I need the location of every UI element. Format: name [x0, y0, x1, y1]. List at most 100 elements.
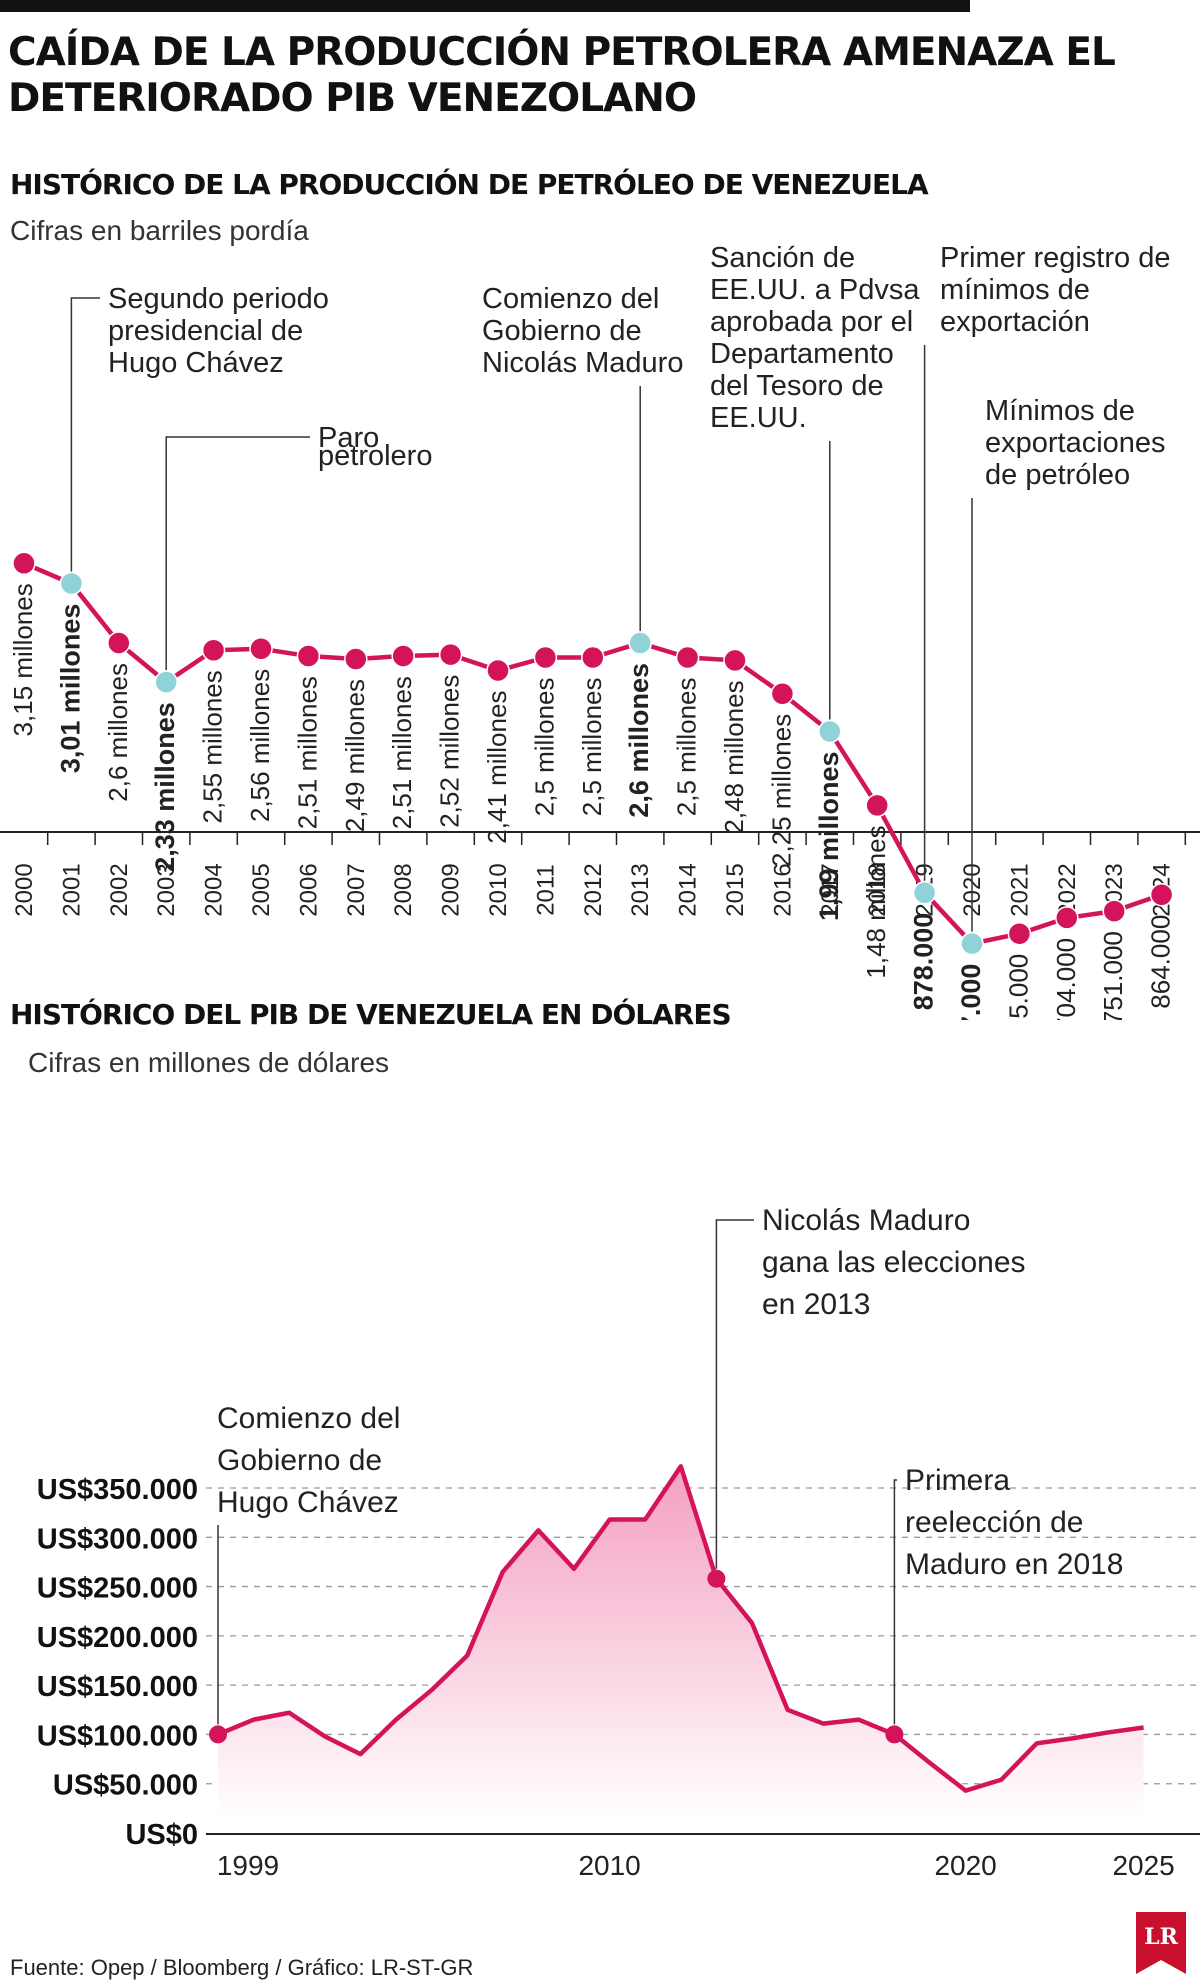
oil-x-tick-label: 2005 [248, 863, 275, 916]
gdp-area-fill [218, 1466, 1144, 1818]
oil-data-label: 878.000 [909, 913, 939, 1011]
oil-annotation-line: Nicolás Maduro [482, 347, 683, 379]
oil-data-point [1102, 899, 1126, 923]
oil-x-tick-label: 2017 [817, 863, 844, 916]
gdp-chart-subtitle: Cifras en millones de dólares [28, 1047, 390, 1078]
oil-annotation-2001: Segundo periodo presidencial de Hugo Cháve… [70, 283, 329, 572]
oil-data-point [581, 645, 605, 670]
oil-annotation-text: Primer registro de mínimos de exportación [940, 242, 1170, 338]
oil-x-tick-label: 2012 [580, 863, 607, 916]
oil-data-label: 2,55 millones [198, 670, 228, 823]
oil-x-tick-label: 2001 [58, 863, 85, 916]
oil-data-label: 2,56 millones [245, 669, 275, 822]
oil-annotation-line: Hugo Chávez [108, 347, 284, 379]
gdp-annotation-leader [893, 1479, 897, 1725]
oil-x-tick-label: 2002 [106, 863, 133, 916]
oil-annotation-2013: Comienzo del Gobierno de Nicolás Maduro [482, 283, 683, 631]
oil-x-tick-label: 2016 [769, 863, 796, 916]
gdp-y-tick-label: US$50.000 [53, 1770, 198, 1802]
oil-data-label: 3,01 millones [55, 604, 85, 774]
lr-logo: LR [1136, 1912, 1186, 1974]
gdp-annotation-line: gana las elecciones [762, 1246, 1026, 1279]
oil-annotation-2017: Sanción de EE.UU. a Pdvsa aprobada por el D… [710, 242, 920, 720]
gdp-annotation-text: Comienzo del Gobierno de Hugo Chávez [217, 1402, 400, 1519]
oil-x-tick-label: 2009 [438, 863, 465, 916]
oil-annotation-leader [165, 436, 310, 671]
oil-x-tick-label: 2011 [532, 864, 559, 916]
oil-x-tick-label: 2015 [722, 863, 749, 916]
oil-data-point [1007, 921, 1032, 946]
oil-data-label: 2,51 millones [292, 676, 322, 829]
oil-data-label: 2,49 millones [340, 679, 370, 832]
gdp-y-tick-label: US$250.000 [37, 1573, 198, 1605]
oil-data-label: 2,41 millones [482, 691, 512, 844]
top-rule [0, 0, 970, 12]
oil-annotation-line: Paro [318, 422, 379, 454]
oil-annotation-text: Paro petrolero [318, 422, 432, 472]
gdp-y-tick-label: US$0 [125, 1819, 198, 1851]
oil-annotation-line: Sanción de [710, 242, 855, 274]
oil-x-tick-label: 2013 [627, 863, 654, 916]
oil-data-point [723, 648, 747, 673]
oil-x-tick-label: 2014 [675, 863, 702, 916]
oil-data-point [533, 645, 558, 670]
gdp-chart: US$0 US$50.000 US$100.000 US$150.000 US$200.… [37, 1204, 1200, 1881]
oil-data-point [438, 642, 463, 667]
oil-annotation-text: Segundo periodo presidencial de Hugo Cháve… [108, 283, 329, 379]
oil-data-label: 1,48 millones [861, 825, 891, 978]
oil-data-point [344, 647, 368, 671]
oil-data-label: 2,6 millones [624, 663, 654, 818]
gdp-annotation-text: Primera reelección de Maduro en 2018 [905, 1464, 1124, 1581]
oil-data-point [107, 631, 131, 655]
oil-x-tick-label: 2003 [153, 863, 180, 916]
oil-data-label: 3,15 millones [8, 583, 38, 736]
oil-data-point [249, 637, 273, 661]
oil-data-label: 2,5 millones [672, 678, 702, 817]
gdp-annotation-line: Hugo Chávez [217, 1486, 399, 1519]
oil-data-label: 864.000 [1146, 915, 1176, 1009]
gdp-annotation-2018: Primera reelección de Maduro en 2018 [885, 1464, 1124, 1744]
oil-data-point [486, 658, 510, 683]
gdp-annotation-line: Primera [905, 1464, 1010, 1497]
gdp-annotation-line: Maduro en 2018 [905, 1548, 1124, 1581]
oil-data-label: 751.000 [1098, 931, 1128, 1020]
oil-data-point [296, 644, 321, 668]
oil-annotation-text: Mínimos de exportaciones de petróleo [985, 395, 1166, 491]
oil-data-label: 2,51 millones [387, 676, 417, 829]
gdp-x-tick-label: 2025 [1112, 1850, 1174, 1881]
oil-annotation-line: EE.UU. [710, 402, 807, 434]
oil-annotation-text: Comienzo del Gobierno de Nicolás Maduro [482, 283, 683, 379]
oil-x-tick-label: 2006 [295, 863, 322, 916]
gdp-annotation-2013: Nicolás Maduro gana las elecciones en 2013 [707, 1204, 1026, 1588]
oil-data-label: 527.000 [956, 964, 986, 1020]
oil-data-label: 2,5 millones [577, 678, 607, 817]
oil-data-label: 704.000 [1051, 938, 1081, 1020]
oil-annotation-2020: Mínimos de exportaciones de petróleo [971, 395, 1166, 932]
oil-x-tick-label: 2010 [485, 863, 512, 916]
oil-annotation-2019: Primer registro de mínimos de exportación [923, 242, 1170, 881]
oil-annotation-text: Sanción de EE.UU. a Pdvsa aprobada por el D… [710, 242, 920, 434]
gdp-annotation-1999: Comienzo del Gobierno de Hugo Chávez [209, 1402, 400, 1744]
gdp-annotation-text: Nicolás Maduro gana las elecciones en 2013 [762, 1204, 1026, 1321]
oil-data-point [960, 931, 984, 956]
oil-annotation-line: Mínimos de [985, 395, 1135, 427]
oil-annotation-line: petrolero [318, 440, 432, 472]
oil-data-point [1149, 882, 1174, 907]
oil-data-point [628, 631, 652, 655]
oil-annotation-line: aprobada por el [710, 306, 913, 338]
oil-data-point [201, 638, 226, 662]
gdp-x-tick-label: 1999 [217, 1850, 279, 1881]
oil-annotation-line: Primer registro de [940, 242, 1170, 274]
oil-data-point [865, 793, 889, 818]
gdp-y-tick-label: US$150.000 [37, 1671, 198, 1703]
oil-annotation-line: presidencial de [108, 315, 303, 347]
oil-chart-title: HISTÓRICO DE LA PRODUCCIÓN DE PETRÓLEO D… [10, 168, 929, 201]
oil-annotation-line: EE.UU. a Pdvsa [710, 274, 920, 306]
oil-data-point [770, 682, 795, 706]
oil-data-point [391, 644, 415, 668]
oil-chart-subtitle: Cifras en barriles pordía [10, 215, 309, 246]
oil-x-tick-label: 2007 [343, 863, 370, 916]
oil-data-label: 2,5 millones [529, 678, 559, 817]
headline: CAÍDA DE LA PRODUCCIÓN PETROLERA AMENAZA… [8, 30, 1116, 121]
oil-data-label: 2,6 millones [103, 663, 133, 802]
